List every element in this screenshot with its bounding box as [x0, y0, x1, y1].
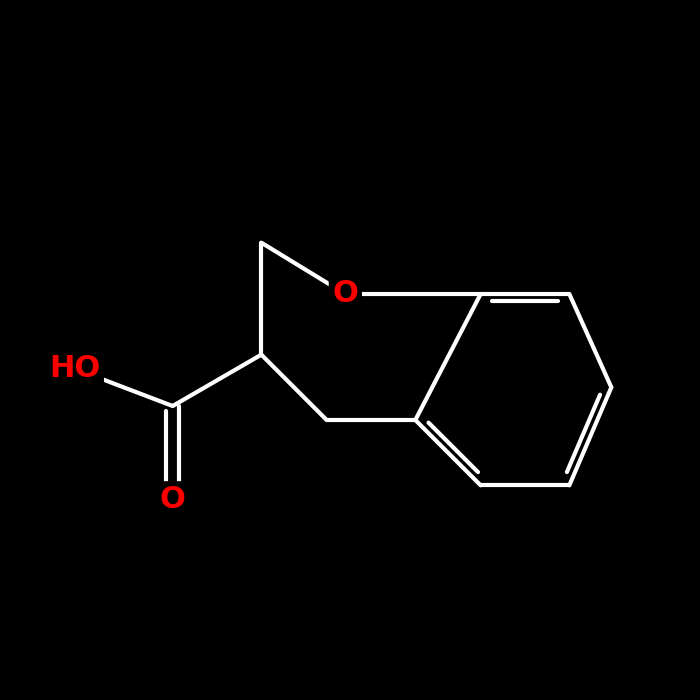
- Text: HO: HO: [49, 354, 100, 383]
- Text: O: O: [332, 279, 358, 309]
- Text: O: O: [160, 485, 186, 514]
